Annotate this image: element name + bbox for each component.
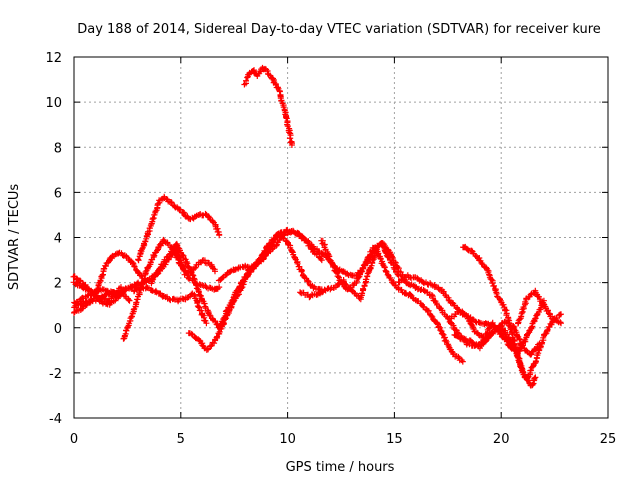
- y-tick-label: 2: [54, 277, 62, 292]
- chart-title: Day 188 of 2014, Sidereal Day-to-day VTE…: [77, 22, 601, 37]
- x-tick-label: 0: [70, 432, 78, 447]
- series-arc-8: [131, 284, 210, 327]
- gridlines: [74, 57, 608, 418]
- y-tick-label: -4: [49, 412, 62, 427]
- x-tick-label: 5: [177, 432, 185, 447]
- series-arc-15: [336, 240, 436, 300]
- series-arc-21: [515, 287, 564, 327]
- x-axis-label: GPS time / hours: [286, 460, 395, 475]
- series-arc-20: [460, 243, 539, 389]
- series-points: [120, 236, 223, 342]
- series-arc-7: [135, 193, 223, 264]
- y-tick-label: 10: [45, 96, 62, 111]
- series-arc-6: [120, 236, 223, 342]
- y-tick-label: -2: [49, 367, 62, 382]
- y-tick-label: 0: [54, 322, 62, 337]
- series-points: [515, 287, 564, 327]
- y-tick-label: 4: [54, 232, 62, 247]
- y-tick-label: 8: [54, 141, 62, 156]
- series-points: [460, 243, 539, 389]
- series-points: [131, 284, 210, 327]
- x-tick-label: 10: [279, 432, 296, 447]
- series-points: [451, 318, 543, 358]
- series-arc-9: [148, 226, 325, 332]
- series-points: [70, 279, 124, 305]
- series-points: [318, 237, 402, 293]
- series-arc-5: [70, 279, 124, 305]
- series-points: [336, 240, 436, 300]
- series-points: [148, 226, 325, 332]
- x-tick-label: 15: [386, 432, 403, 447]
- series-arc-19: [451, 318, 543, 358]
- data-series: [70, 64, 564, 389]
- series-arc-11: [215, 230, 325, 293]
- x-tick-label: 25: [600, 432, 617, 447]
- x-tick-label: 20: [493, 432, 510, 447]
- series-arc-12: [241, 64, 295, 148]
- axis-ticks: 0 5 10 15 20 25 -4 -2 0 2 4 6 8 10 12: [45, 51, 616, 447]
- series-points: [135, 193, 223, 264]
- series-arc-14: [318, 237, 402, 293]
- y-tick-label: 6: [54, 186, 62, 201]
- series-points: [215, 230, 325, 293]
- series-points: [241, 64, 295, 148]
- y-tick-label: 12: [45, 51, 62, 66]
- y-axis-label: SDTVAR / TECUs: [7, 184, 22, 291]
